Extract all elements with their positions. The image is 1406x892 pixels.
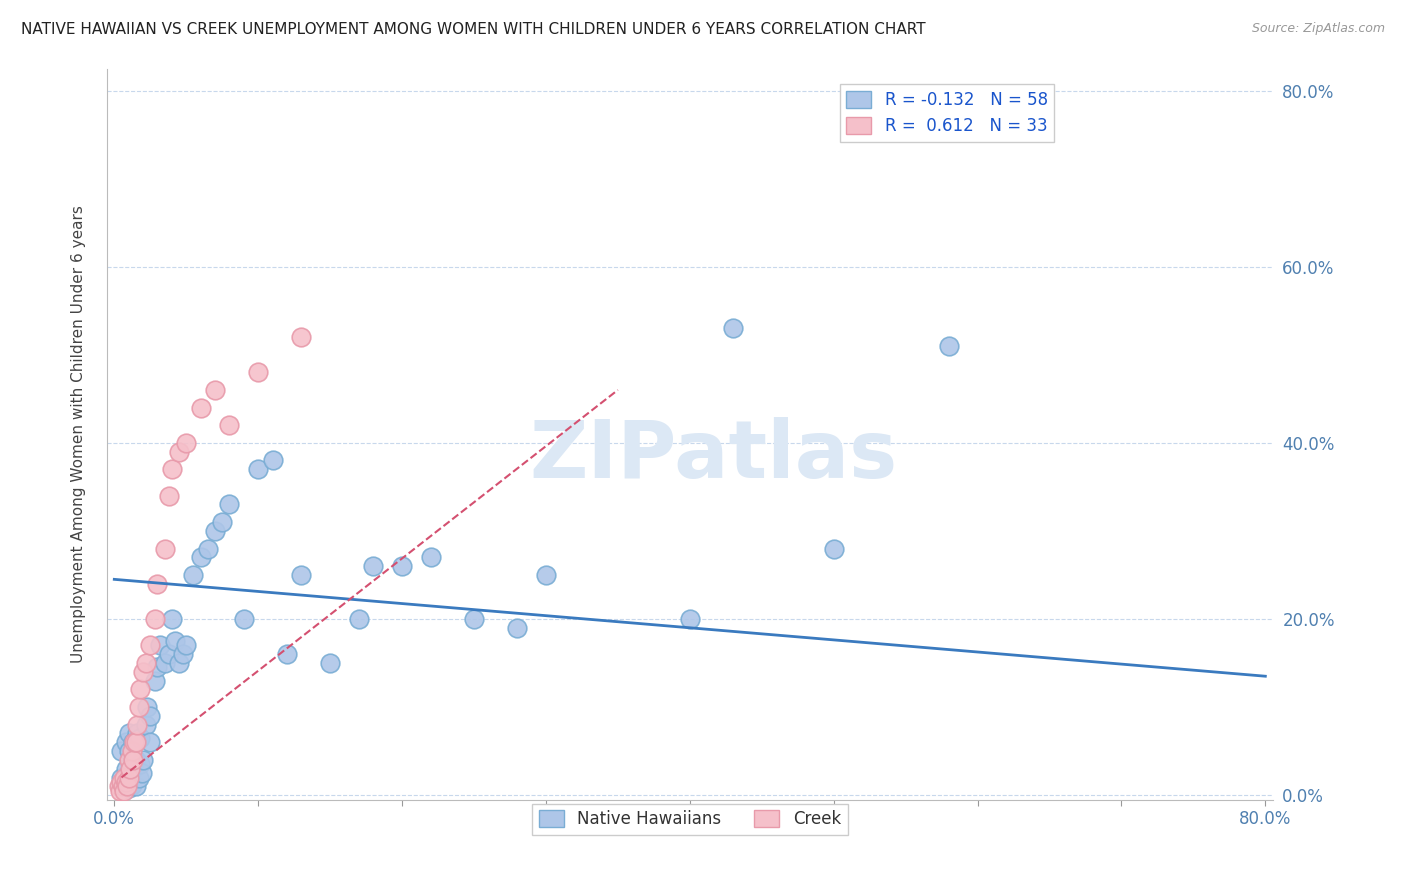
Point [110, 775, 132, 789]
Point [129, 757, 152, 772]
Point [534, 568, 557, 582]
Point [125, 753, 148, 767]
Point [121, 744, 143, 758]
Point [114, 775, 136, 789]
Point [120, 762, 142, 776]
Point [247, 462, 270, 476]
Point [174, 639, 197, 653]
Point [183, 568, 205, 582]
Point [122, 735, 145, 749]
Legend: Native Hawaiians, Creek: Native Hawaiians, Creek [531, 804, 848, 835]
Point [122, 762, 145, 776]
Point [167, 656, 190, 670]
Point [391, 559, 413, 574]
Point [204, 383, 226, 397]
Point [118, 771, 141, 785]
Point [127, 717, 149, 731]
Point [122, 753, 145, 767]
Text: ZIPatlas: ZIPatlas [529, 417, 897, 495]
Point [132, 753, 155, 767]
Point [160, 462, 183, 476]
Point [211, 515, 233, 529]
Point [319, 656, 342, 670]
Point [112, 780, 135, 794]
Point [157, 489, 180, 503]
Point [204, 524, 226, 538]
Point [112, 783, 135, 797]
Point [938, 339, 960, 353]
Point [153, 541, 176, 556]
Point [111, 780, 134, 794]
Point [128, 771, 150, 785]
Point [679, 612, 702, 626]
Point [132, 665, 155, 679]
Point [463, 612, 485, 626]
Point [128, 700, 150, 714]
Point [131, 766, 153, 780]
Text: NATIVE HAWAIIAN VS CREEK UNEMPLOYMENT AMONG WOMEN WITH CHILDREN UNDER 6 YEARS CO: NATIVE HAWAIIAN VS CREEK UNEMPLOYMENT AM… [21, 22, 925, 37]
Point [190, 401, 212, 415]
Point [110, 771, 132, 785]
Point [125, 735, 148, 749]
Point [135, 717, 157, 731]
Point [139, 709, 162, 723]
Point [167, 444, 190, 458]
Point [290, 568, 312, 582]
Point [118, 780, 141, 795]
Point [125, 780, 148, 794]
Point [149, 639, 172, 653]
Point [118, 726, 141, 740]
Point [419, 550, 441, 565]
Point [118, 744, 141, 758]
Point [721, 321, 744, 335]
Point [108, 783, 131, 797]
Y-axis label: Unemployment Among Women with Children Under 6 years: Unemployment Among Women with Children U… [72, 205, 86, 663]
Point [361, 559, 384, 574]
Point [157, 647, 180, 661]
Point [218, 418, 240, 433]
Point [290, 330, 312, 344]
Point [127, 726, 149, 740]
Point [107, 780, 129, 794]
Point [197, 541, 219, 556]
Text: Source: ZipAtlas.com: Source: ZipAtlas.com [1251, 22, 1385, 36]
Point [121, 778, 143, 792]
Point [115, 775, 138, 789]
Point [114, 735, 136, 749]
Point [232, 612, 254, 626]
Point [136, 700, 159, 714]
Point [124, 735, 146, 749]
Point [139, 735, 162, 749]
Point [118, 753, 141, 767]
Point [135, 656, 157, 670]
Point [823, 541, 845, 556]
Point [146, 660, 169, 674]
Point [347, 612, 370, 626]
Point [139, 639, 162, 653]
Point [143, 673, 166, 688]
Point [118, 766, 141, 780]
Point [129, 731, 152, 745]
Point [160, 612, 183, 626]
Point [146, 576, 169, 591]
Point [172, 647, 194, 661]
Point [247, 365, 270, 379]
Point [115, 780, 138, 794]
Point [153, 656, 176, 670]
Point [276, 647, 298, 661]
Point [114, 762, 136, 776]
Point [262, 453, 284, 467]
Point [506, 621, 529, 635]
Point [110, 744, 132, 758]
Point [190, 550, 212, 565]
Point [174, 435, 197, 450]
Point [129, 682, 152, 697]
Point [163, 634, 186, 648]
Point [112, 771, 135, 785]
Point [143, 612, 166, 626]
Point [218, 498, 240, 512]
